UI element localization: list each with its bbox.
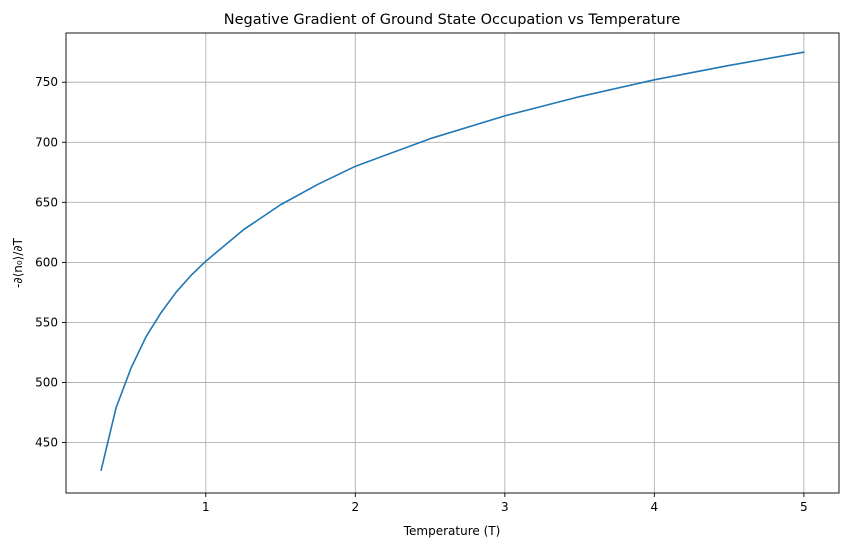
plot-frame — [65, 32, 840, 494]
x-tick-label: 4 — [651, 500, 659, 514]
x-axis: 1 2 3 4 5 — [202, 493, 808, 514]
y-tick-label: 550 — [35, 315, 58, 329]
grid — [66, 33, 839, 493]
y-tick-label: 700 — [35, 135, 58, 149]
series-line — [100, 51, 805, 471]
x-tick-label: 2 — [351, 500, 359, 514]
x-tick-label: 1 — [202, 500, 210, 514]
y-tick-label: 750 — [35, 75, 58, 89]
y-tick-label: 600 — [35, 255, 58, 269]
x-tick-label: 3 — [501, 500, 509, 514]
y-axis-label: -∂⟨n₀⟩/∂T — [11, 237, 25, 288]
x-tick-label: 5 — [800, 500, 808, 514]
series-layer — [100, 51, 805, 471]
y-tick-label: 450 — [35, 436, 58, 450]
chart-title: Negative Gradient of Ground State Occupa… — [224, 12, 681, 28]
x-axis-label: Temperature (T) — [403, 524, 501, 538]
y-tick-label: 650 — [35, 195, 58, 209]
y-tick-label: 500 — [35, 376, 58, 390]
y-axis: 450 500 550 600 650 700 750 — [35, 75, 66, 450]
